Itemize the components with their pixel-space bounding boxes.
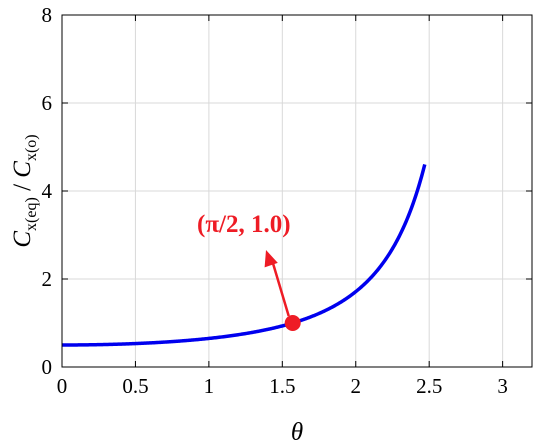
- x-tick-label: 1: [204, 374, 215, 398]
- annotation-arrow-shaft: [270, 259, 290, 317]
- annotation-marker: [284, 315, 301, 331]
- x-tick-label: 2.5: [416, 374, 442, 398]
- x-axis-title: θ: [291, 419, 303, 446]
- y-tick-label: 6: [42, 91, 53, 115]
- x-tick-label: 3: [497, 374, 508, 398]
- x-tick-label: 2: [351, 374, 362, 398]
- y-title-subscript-numerator: x(eq): [23, 197, 40, 231]
- y-title-main: C: [9, 231, 36, 248]
- y-title-separator: /: [9, 178, 36, 197]
- x-tick-label: 0.5: [122, 374, 148, 398]
- annotation-arrow-head: [264, 250, 278, 268]
- y-title-main-denominator: C: [9, 161, 36, 178]
- y-tick-label: 4: [42, 179, 53, 203]
- series-line: [62, 163, 427, 347]
- tick-layer: [61, 14, 532, 368]
- tick-label-layer: 0 0.5 1 1.5 2 2.5 3 0 2 4 6 8: [42, 3, 508, 398]
- series-layer: [62, 163, 427, 347]
- y-tick-label: 0: [42, 355, 53, 379]
- x-tick-label: 0: [57, 374, 68, 398]
- grid-layer: [62, 15, 532, 367]
- y-tick-label: 8: [42, 3, 53, 27]
- annotation-layer: (π/2, 1.0): [197, 211, 301, 331]
- x-tick-label: 1.5: [269, 374, 295, 398]
- annotation-label: (π/2, 1.0): [197, 211, 291, 238]
- y-tick-label: 2: [42, 267, 53, 291]
- y-title-subscript-denominator: x(o): [23, 134, 40, 161]
- y-axis-title: Cx(eq) / Cx(o): [9, 134, 40, 247]
